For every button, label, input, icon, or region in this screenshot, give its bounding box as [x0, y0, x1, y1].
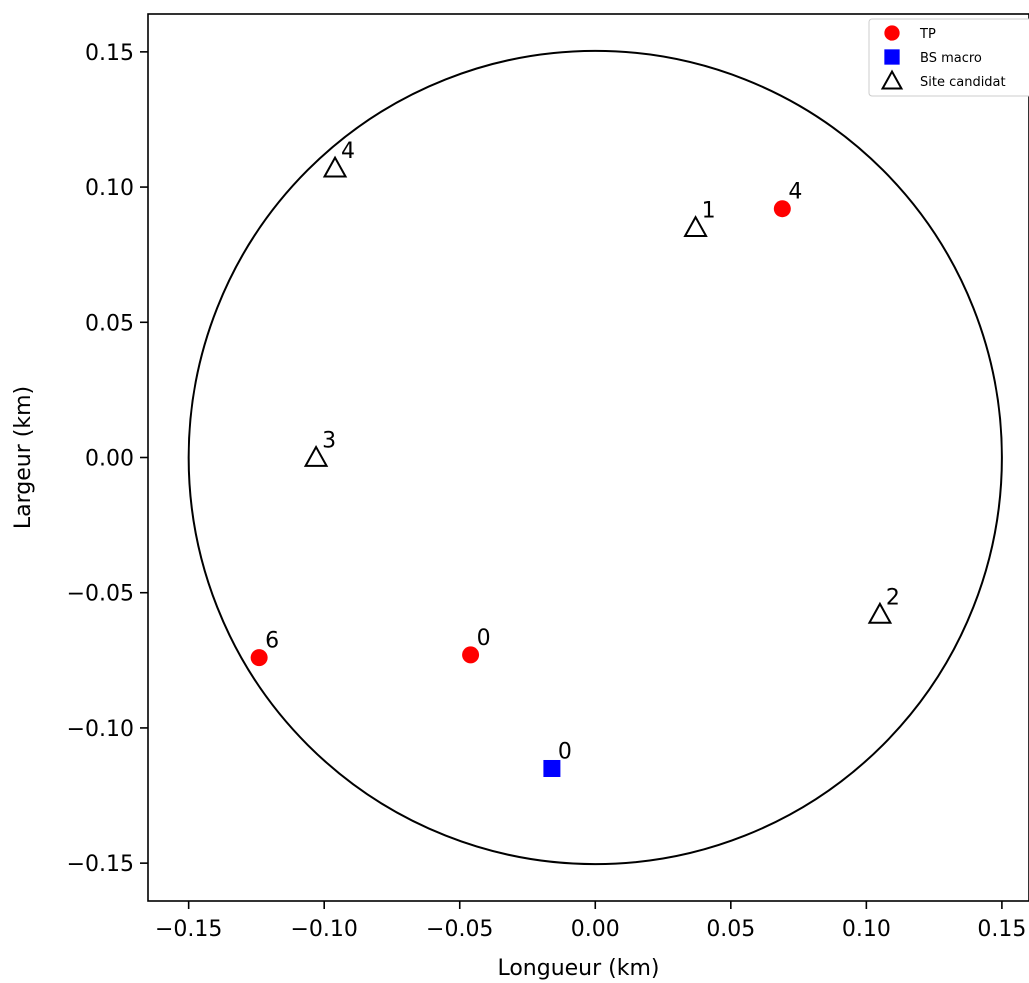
point-label: 6 — [265, 629, 279, 654]
point-label: 0 — [558, 739, 572, 764]
y-tick-label: 0.00 — [85, 447, 134, 472]
point-label: 4 — [788, 180, 802, 205]
x-axis-label: Longueur (km) — [497, 956, 659, 981]
x-tick-label: 0.10 — [842, 917, 891, 942]
y-tick-label: −0.10 — [67, 717, 134, 742]
legend-entry: BS macro — [920, 51, 982, 66]
x-axis: −0.15 −0.10 −0.05 0.00 0.05 0.10 0.15 — [155, 901, 1026, 942]
x-tick-label: −0.15 — [155, 917, 222, 942]
legend-entry: TP — [919, 27, 936, 42]
legend: TP BS macro Site candidat — [869, 19, 1029, 96]
point-label: 1 — [702, 199, 716, 224]
x-tick-label: −0.05 — [426, 917, 493, 942]
point-label: 2 — [886, 585, 900, 610]
x-tick-label: 0.15 — [977, 917, 1026, 942]
x-tick-label: 0.05 — [706, 917, 755, 942]
y-axis: 0.15 0.10 0.05 0.00 −0.05 −0.10 −0.15 — [67, 41, 148, 877]
y-tick-label: −0.05 — [67, 582, 134, 607]
point-label: 0 — [477, 626, 491, 651]
y-tick-label: 0.10 — [85, 176, 134, 201]
y-tick-label: 0.05 — [85, 311, 134, 336]
marker-bs-macro — [884, 49, 899, 64]
legend-entry: Site candidat — [920, 75, 1006, 90]
y-tick-label: −0.15 — [67, 852, 134, 877]
plot-frame — [148, 14, 1029, 901]
point-label: 4 — [341, 139, 355, 164]
x-tick-label: 0.00 — [571, 917, 620, 942]
y-axis-label: Largeur (km) — [11, 386, 36, 529]
marker-tp — [884, 25, 899, 40]
y-tick-label: 0.15 — [85, 41, 134, 66]
point-label: 3 — [322, 429, 336, 454]
x-tick-label: −0.10 — [290, 917, 357, 942]
data-points: 4 0 6 0 1 2 3 4 — [251, 139, 900, 777]
